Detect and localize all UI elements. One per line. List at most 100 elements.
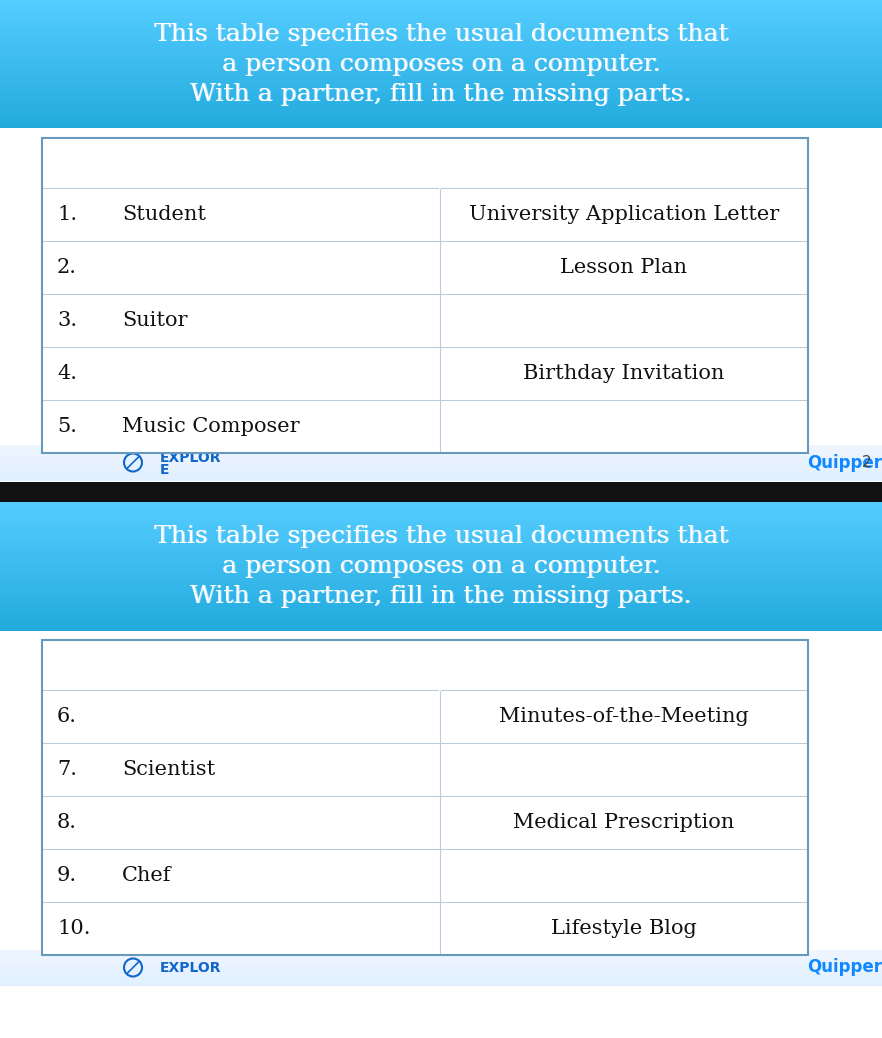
Bar bbox=[0, 530, 882, 532]
Bar bbox=[0, 593, 882, 596]
Text: a person composes on a computer.: a person composes on a computer. bbox=[223, 555, 662, 578]
Bar bbox=[0, 474, 882, 477]
Text: Lesson Plan: Lesson Plan bbox=[560, 258, 687, 277]
Bar bbox=[42, 400, 808, 453]
Bar bbox=[0, 104, 882, 106]
Text: This table specifies the usual documents that: This table specifies the usual documents… bbox=[153, 524, 729, 547]
Bar bbox=[0, 586, 882, 589]
Bar bbox=[0, 36, 882, 38]
Bar bbox=[42, 167, 808, 168]
Bar bbox=[0, 47, 882, 49]
Bar bbox=[0, 32, 882, 34]
Bar bbox=[42, 672, 808, 673]
Bar bbox=[42, 674, 808, 676]
Bar bbox=[0, 562, 882, 564]
Bar bbox=[0, 524, 882, 526]
Bar bbox=[42, 241, 808, 294]
Bar bbox=[42, 146, 808, 148]
Bar bbox=[0, 532, 882, 535]
Bar bbox=[0, 967, 882, 969]
Bar bbox=[42, 676, 808, 678]
Bar bbox=[42, 185, 808, 186]
Bar bbox=[0, 53, 882, 55]
Bar bbox=[0, 579, 882, 581]
Bar bbox=[42, 139, 808, 141]
Bar bbox=[42, 660, 808, 662]
Bar bbox=[42, 644, 808, 646]
Bar bbox=[0, 538, 882, 540]
Bar bbox=[0, 482, 882, 502]
Bar bbox=[0, 574, 882, 576]
Bar bbox=[0, 576, 882, 578]
Bar bbox=[42, 743, 808, 796]
Text: Music Composer: Music Composer bbox=[122, 417, 300, 436]
Bar bbox=[0, 452, 882, 455]
Bar bbox=[42, 650, 808, 652]
Bar bbox=[0, 471, 882, 473]
Bar bbox=[0, 539, 882, 541]
Bar bbox=[0, 458, 882, 460]
Bar bbox=[0, 551, 882, 553]
Bar bbox=[0, 604, 882, 606]
Bar bbox=[0, 21, 882, 23]
Bar bbox=[0, 520, 882, 522]
Bar bbox=[42, 645, 808, 647]
Bar bbox=[42, 347, 808, 400]
Text: This table specifies the usual documents that: This table specifies the usual documents… bbox=[154, 24, 729, 47]
Text: Composition: Composition bbox=[549, 152, 699, 174]
Bar bbox=[0, 94, 882, 97]
Bar bbox=[0, 86, 882, 88]
Bar bbox=[42, 177, 808, 180]
Bar bbox=[0, 510, 882, 512]
Bar bbox=[0, 24, 882, 26]
Bar bbox=[0, 125, 882, 127]
Bar bbox=[0, 44, 882, 46]
Text: Minutes-of-the-Meeting: Minutes-of-the-Meeting bbox=[499, 707, 749, 726]
Bar bbox=[42, 183, 808, 185]
Bar bbox=[0, 88, 882, 90]
Bar bbox=[0, 565, 882, 567]
Bar bbox=[0, 118, 882, 120]
Bar bbox=[42, 647, 808, 648]
Bar bbox=[0, 107, 882, 109]
Bar bbox=[0, 978, 882, 980]
Bar bbox=[42, 180, 808, 181]
Bar bbox=[0, 583, 882, 585]
Bar bbox=[42, 187, 808, 189]
Bar bbox=[0, 571, 882, 573]
Bar bbox=[42, 173, 808, 174]
Bar bbox=[0, 72, 882, 74]
Bar bbox=[0, 98, 882, 100]
Bar bbox=[0, 26, 882, 28]
Bar bbox=[0, 973, 882, 975]
Bar bbox=[42, 681, 808, 683]
Text: 5.: 5. bbox=[57, 417, 77, 436]
Bar bbox=[0, 964, 882, 966]
Bar bbox=[0, 454, 882, 456]
Bar bbox=[42, 181, 808, 183]
Bar bbox=[0, 523, 882, 525]
Bar bbox=[42, 168, 808, 170]
Bar bbox=[0, 2, 882, 4]
Bar bbox=[0, 513, 882, 515]
Bar bbox=[42, 665, 808, 666]
Text: a person composes on a computer.: a person composes on a computer. bbox=[223, 54, 662, 77]
Bar bbox=[42, 667, 808, 670]
Bar bbox=[0, 529, 882, 531]
Bar bbox=[0, 112, 882, 114]
Bar bbox=[42, 151, 808, 153]
Bar bbox=[0, 515, 882, 517]
Bar bbox=[0, 15, 882, 17]
Bar bbox=[0, 521, 882, 523]
Bar bbox=[42, 689, 808, 690]
Bar bbox=[0, 983, 882, 985]
Text: Birthday Invitation: Birthday Invitation bbox=[523, 364, 725, 383]
Bar bbox=[0, 448, 882, 450]
Bar bbox=[0, 8, 882, 10]
Bar bbox=[42, 186, 808, 187]
Bar bbox=[42, 679, 808, 681]
Bar bbox=[42, 176, 808, 179]
Bar bbox=[0, 625, 882, 627]
Text: With a partner, fill in the missing parts.: With a partner, fill in the missing part… bbox=[191, 585, 692, 608]
Bar bbox=[42, 157, 808, 159]
